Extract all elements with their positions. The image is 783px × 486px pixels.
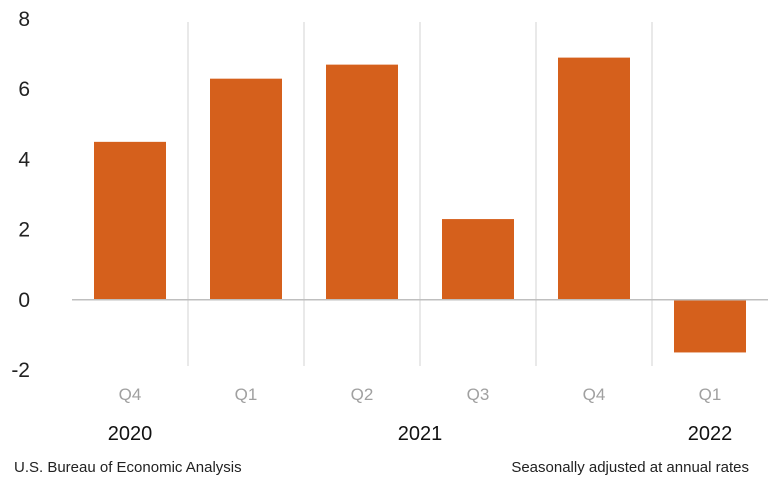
x-tick-label: Q3 (467, 385, 490, 404)
y-tick-label: 0 (18, 289, 30, 312)
bar (558, 57, 630, 300)
x-tick-label: Q1 (235, 385, 258, 404)
x-tick-label: Q1 (699, 385, 722, 404)
bar (674, 299, 746, 353)
bar (326, 64, 398, 300)
quarter-dividers (187, 22, 653, 366)
bar (94, 141, 166, 300)
y-tick-label: 6 (18, 78, 30, 101)
y-axis: 8 6 4 2 0 -2 (11, 8, 30, 382)
x-axis-years: 2020 2021 2022 (108, 423, 733, 445)
y-tick-label: 2 (18, 219, 30, 242)
year-label: 2020 (108, 423, 153, 445)
x-tick-label: Q4 (583, 385, 606, 404)
y-tick-label: 8 (18, 8, 30, 31)
bar (442, 219, 514, 300)
year-label: 2021 (398, 423, 443, 445)
bar (210, 78, 282, 300)
footer-source: U.S. Bureau of Economic Analysis (14, 459, 242, 476)
x-tick-label: Q4 (119, 385, 142, 404)
bars (94, 57, 746, 353)
y-tick-label: 4 (18, 148, 30, 171)
x-tick-label: Q2 (351, 385, 374, 404)
footer-note: Seasonally adjusted at annual rates (511, 459, 749, 476)
y-tick-label: -2 (11, 359, 30, 382)
x-axis-quarters: Q4 Q1 Q2 Q3 Q4 Q1 (119, 385, 722, 404)
year-label: 2022 (688, 423, 733, 445)
